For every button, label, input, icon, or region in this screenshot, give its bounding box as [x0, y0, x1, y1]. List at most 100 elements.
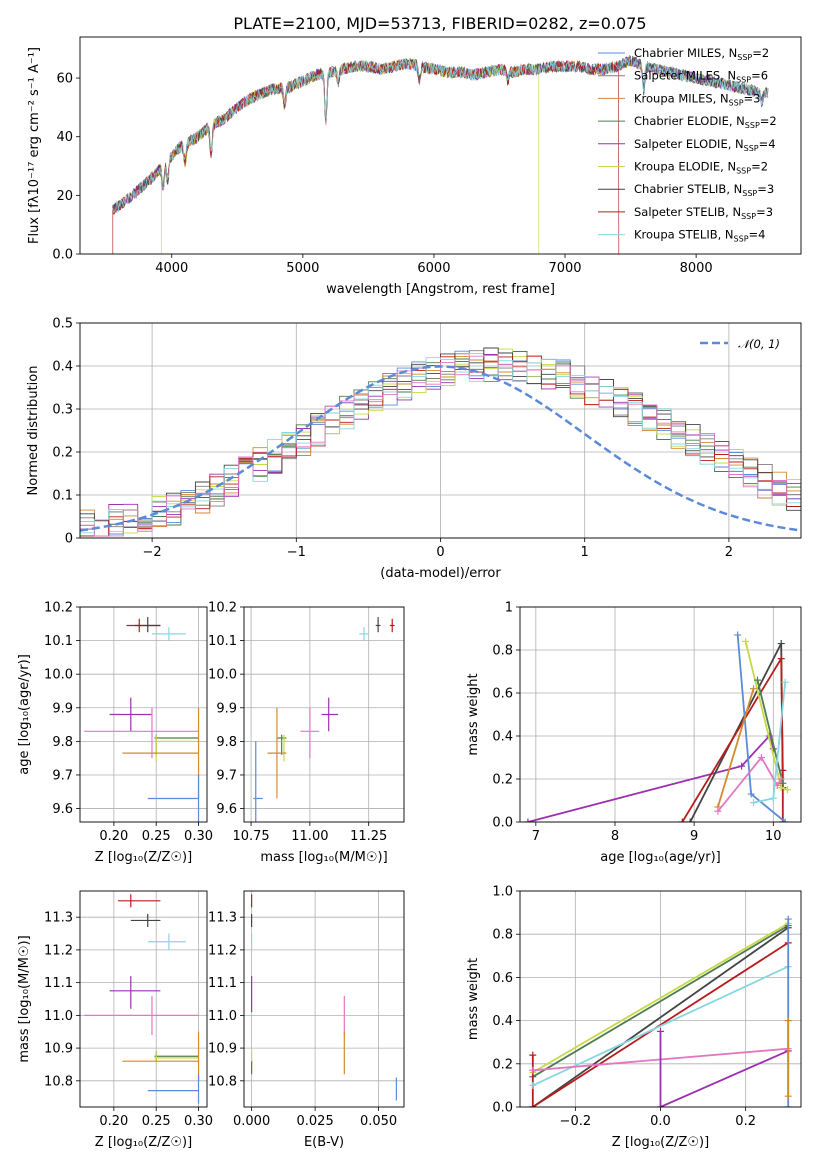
- y-tick-label: 11.1: [208, 976, 237, 991]
- legend-label: Salpeter STELIB, NSSP=3: [634, 205, 773, 221]
- axes-frame: [79, 322, 802, 539]
- x-tick-label: 7: [532, 829, 540, 844]
- y-tick-label: 11.2: [44, 943, 73, 958]
- legend-label-text: Kroupa STELIB, N: [634, 228, 734, 242]
- legend-label-text: Chabrier MILES, N: [634, 46, 737, 60]
- weight-marker: [784, 1017, 792, 1025]
- x-tick-label: 7000: [548, 261, 581, 276]
- x-tick-label: 0.025: [297, 1114, 334, 1129]
- weight-marker: [738, 762, 746, 770]
- hist-step-chabrier_stelib: [80, 347, 801, 538]
- y-axis-label: Flux [fλ10⁻¹⁷ erg cm⁻² s⁻¹ A⁻¹]: [27, 47, 42, 244]
- x-tick-label: 8000: [680, 261, 713, 276]
- plot-area: [112, 55, 769, 254]
- y-tick-label: 10.2: [208, 601, 237, 616]
- weight-marker: [781, 678, 789, 686]
- spectrum-line-kroupa_elodie: [160, 59, 540, 254]
- legend-label: Kroupa ELODIE, NSSP=2: [634, 160, 768, 176]
- x-tick-label: 0.050: [360, 1114, 397, 1129]
- x-tick-label: 9: [690, 829, 698, 844]
- weight-marker: [769, 794, 777, 802]
- legend-label-sub: SSP: [729, 98, 744, 107]
- weight-line-chabrier_elodie: [532, 924, 789, 1078]
- weight-marker: [784, 1103, 792, 1107]
- weight-marker: [750, 685, 758, 693]
- y-tick-label: 60: [56, 72, 73, 87]
- y-tick-label: 9.8: [52, 735, 73, 750]
- legend-label-suffix: =2: [760, 114, 777, 128]
- panel-mass-vs-Z: 0.20 0.25 0.30 10.8 10.9 11.0 11.1 11.2 11.3 Z [l…: [17, 890, 213, 1150]
- x-tick-label: −1: [287, 545, 306, 560]
- x-axis-label: Z [log₁₀(Z/Z☉)]: [95, 850, 192, 865]
- x-tick-label: 0.30: [184, 1114, 213, 1129]
- legend-label-suffix: =2: [752, 46, 769, 60]
- y-tick-label: 9.9: [52, 701, 73, 716]
- legend-label-suffix: =4: [749, 228, 766, 242]
- legend-label-sub: SSP: [744, 144, 759, 153]
- weight-line-chabrier_stelib: [532, 926, 789, 1107]
- legend-label-text: Chabrier ELODIE, N: [634, 114, 745, 128]
- y-tick-label: 0.6: [492, 687, 513, 702]
- y-tick-label: 40: [56, 130, 73, 145]
- weight-line-kroupa_elodie: [532, 922, 789, 1074]
- y-tick-label: 0.2: [52, 446, 73, 461]
- weight-line-salpeter_elodie: [527, 734, 775, 822]
- panel-weight-vs-Z: −0.2 0.0 0.2 0.0 0.2 0.4 0.6 0.8 1.0 Z [log₁₀(Z/Z…: [466, 885, 802, 1150]
- panel-mass-vs-ebv: 0.000 0.025 0.050 10.8 10.9 11.0 11.1 11.2 11.3 E…: [208, 890, 405, 1150]
- spectrum-line-kroupa_stelib: [112, 57, 769, 214]
- axes-frame: [519, 890, 802, 1108]
- legend-label-suffix: =2: [751, 160, 768, 174]
- weight-line-salpeter_elodie: [659, 1031, 789, 1107]
- plot-area: [524, 631, 792, 822]
- weight-line-salpeter_stelib: [681, 655, 784, 822]
- x-tick-label: 4000: [155, 261, 188, 276]
- normal-curve: [80, 365, 801, 532]
- y-tick-label: 9.6: [216, 802, 237, 817]
- y-tick-label: 9.9: [216, 701, 237, 716]
- plot-area: [84, 894, 200, 1104]
- weight-marker: [757, 754, 765, 761]
- axes-frame: [79, 606, 208, 823]
- weight-line-chabrier_elodie: [756, 679, 784, 784]
- legend-label-suffix: =4: [759, 137, 776, 151]
- legend-label-suffix: =3: [744, 91, 761, 105]
- x-tick-label: 0.25: [142, 1114, 171, 1129]
- x-tick-label: 10: [765, 829, 782, 844]
- x-tick-label: −0.2: [560, 1114, 592, 1129]
- panel-age-vs-Z: 0.20 0.25 0.30 9.6 9.7 9.8 9.9 10.0 10.1 10.2 Z [l…: [17, 601, 213, 866]
- y-tick-label: 0.5: [52, 317, 73, 332]
- hist-step-kroupa_stelib: [80, 357, 801, 538]
- weight-marker: [657, 1103, 664, 1107]
- y-tick-label: 0.8: [492, 644, 513, 659]
- y-tick-label: 10.9: [44, 1042, 73, 1057]
- y-tick-label: 0.0: [492, 816, 513, 831]
- y-tick-label: 0.8: [492, 928, 513, 943]
- weight-line-kroupa_miles: [717, 688, 755, 808]
- x-tick-label: −2: [143, 545, 162, 560]
- legend-label-suffix: =6: [751, 69, 768, 83]
- y-tick-label: 9.8: [216, 735, 237, 750]
- y-axis-label: age [log₁₀(age/yr)]: [17, 654, 32, 775]
- hist-step-salpeter_miles: [80, 350, 801, 538]
- weight-line-kroupa_stelib: [532, 965, 789, 1087]
- weight-marker: [686, 818, 694, 822]
- x-axis-label: Z [log₁₀(Z/Z☉)]: [95, 1135, 192, 1150]
- y-tick-label: 11.3: [44, 911, 73, 926]
- hist-step-chabrier_miles: [80, 350, 801, 538]
- weight-marker: [784, 786, 792, 794]
- x-tick-label: 0.25: [142, 829, 171, 844]
- x-tick-label: 0.20: [99, 1114, 128, 1129]
- y-tick-label: 0.4: [492, 730, 513, 745]
- legend: 𝒩(0, 1): [700, 337, 780, 351]
- spectrum-line-salpeter_stelib: [112, 59, 620, 254]
- x-tick-label: 11.25: [350, 829, 387, 844]
- weight-marker: [781, 818, 789, 822]
- y-axis-label: mass [log₁₀(M/M☉)]: [17, 935, 32, 1062]
- legend-label-sub: SSP: [745, 121, 760, 130]
- plot-area: [253, 617, 395, 822]
- legend-label-text: Salpeter MILES, N: [634, 69, 736, 83]
- y-tick-label: 0.2: [492, 773, 513, 788]
- y-tick-label: 9.6: [52, 802, 73, 817]
